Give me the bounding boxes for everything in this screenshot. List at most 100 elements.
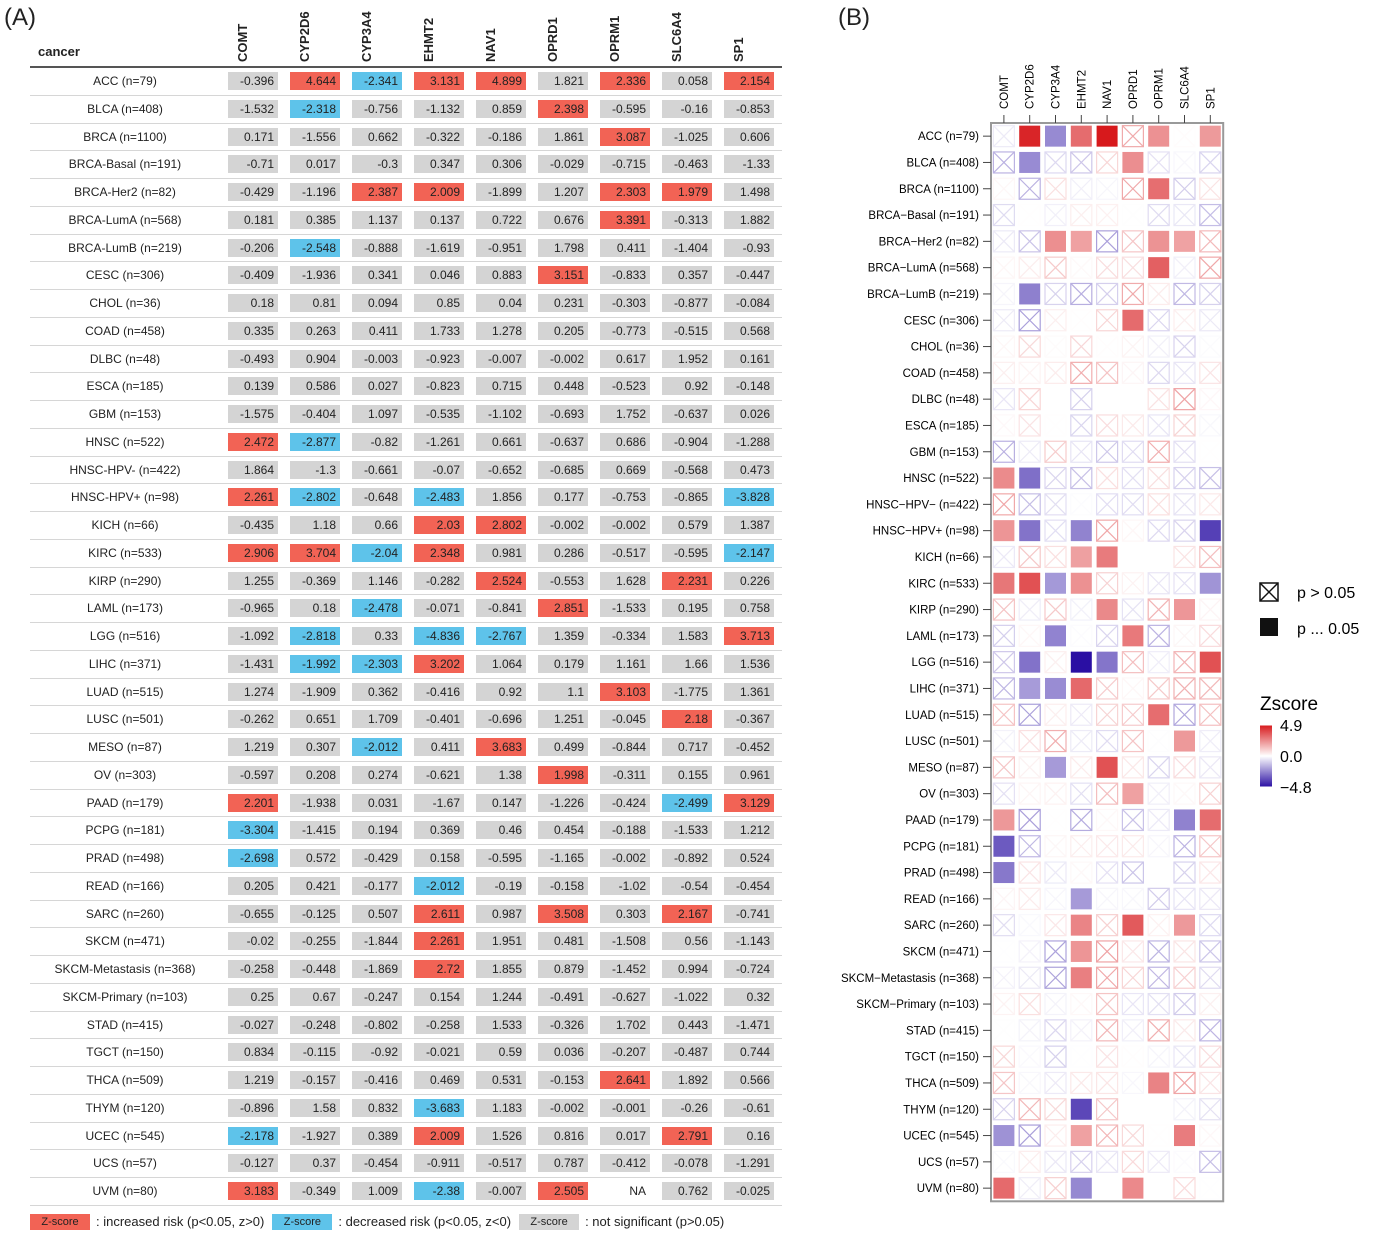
heatmap-cell-significant	[1148, 178, 1170, 200]
heatmap-row-label: LUSC (n=501)	[905, 736, 979, 748]
heatmap-cell-significant	[1070, 520, 1092, 542]
heatmap-cell-significant	[1070, 1177, 1092, 1199]
heatmap-cell-nonsignificant	[1199, 151, 1222, 174]
heatmap-cell-nonsignificant	[1096, 335, 1119, 358]
zscore-cell: -0.367	[724, 710, 774, 729]
zscore-cell: -0.841	[476, 599, 526, 618]
table-row: KIRC (n=533) 2.906 3.704 -2.04 2.348 0.981 0.2…	[30, 540, 782, 568]
zscore-cell: 2.802	[476, 516, 526, 534]
zscore-cell: -0.349	[290, 1182, 340, 1200]
heatmap-cell-nonsignificant	[1147, 1019, 1170, 1042]
zscore-cell: -2.303	[352, 654, 402, 673]
zscore-cell: 0.904	[290, 349, 340, 368]
zscore-cell: 1.009	[352, 1182, 402, 1200]
heatmap-cell-significant	[993, 1177, 1015, 1199]
row-label: PAAD (n=179)	[86, 795, 164, 810]
zscore-cell: -0.595	[600, 99, 650, 118]
zscore-cell: 0.661	[476, 432, 526, 451]
zscore-cell: 0.031	[352, 793, 402, 812]
zscore-cell: -0.157	[290, 1071, 340, 1089]
heatmap-cell-nonsignificant	[992, 729, 1015, 753]
heatmap-cell-nonsignificant	[1121, 861, 1144, 884]
heatmap-cell-nonsignificant	[1147, 361, 1170, 384]
table-row: THYM (n=120) -0.896 1.58 0.832 -3.683 1.183 -0…	[30, 1095, 782, 1123]
legend-label-ns: p > 0.05	[1297, 585, 1355, 602]
zscore-cell: -1.132	[414, 99, 464, 118]
heatmap-cell-nonsignificant	[1199, 887, 1222, 910]
zscore-cell: 0.231	[538, 294, 588, 312]
zscore-cell: 0.205	[538, 321, 588, 340]
zscore-cell: -0.597	[228, 765, 278, 784]
zscore-cell: -0.493	[228, 349, 278, 368]
heatmap-cell-nonsignificant	[992, 1150, 1015, 1173]
heatmap-cell-nonsignificant	[1199, 1071, 1222, 1095]
zscore-cell: -0.258	[414, 1015, 464, 1034]
zscore-cell: -0.823	[414, 377, 464, 396]
zscore-cell: -0.923	[414, 349, 464, 368]
heatmap-row-label: OV (n=303)	[919, 789, 979, 801]
heatmap-cell-nonsignificant	[1070, 1150, 1093, 1173]
zscore-cell: 0.987	[476, 904, 526, 923]
heatmap-cell-significant	[1148, 230, 1170, 252]
heatmap-cell-significant	[1070, 677, 1092, 699]
heatmap-row-label: READ (n=166)	[904, 894, 979, 906]
zscore-cell: 2.261	[414, 932, 464, 951]
heatmap-cell-nonsignificant	[992, 414, 1015, 437]
zscore-cell: -0.313	[662, 210, 712, 229]
zscore-cell: 1.207	[538, 183, 588, 201]
heatmap-cell-nonsignificant	[1096, 1045, 1119, 1068]
heatmap-row-label: SKCM (n=471)	[903, 946, 980, 958]
heatmap-cell-nonsignificant	[1096, 256, 1119, 279]
heatmap-cell-nonsignificant	[1199, 624, 1222, 647]
heatmap-cell-nonsignificant	[992, 125, 1015, 148]
zscore-cell: 1.359	[538, 627, 588, 645]
table-row: CHOL (n=36) 0.18 0.81 0.094 0.85 0.04 0.231 -0.…	[30, 290, 782, 318]
zscore-cell: -0.463	[662, 155, 712, 174]
zscore-cell: 1.251	[538, 710, 588, 729]
heatmap-row-label: KIRP (n=290)	[909, 605, 979, 617]
zscore-cell: -2.802	[290, 488, 340, 507]
zscore-table: cancer COMT CYP2D6 CYP3A4 EHMT2 NAV1 OPRD1 OPR…	[30, 0, 782, 1210]
zscore-cell: -1.02	[600, 876, 650, 895]
heatmap-cell-nonsignificant	[1044, 335, 1067, 358]
heatmap-cell-nonsignificant	[1147, 992, 1170, 1016]
row-label: STAD (n=415)	[86, 1017, 164, 1032]
row-label: MESO (n=87)	[88, 740, 162, 754]
heatmap-cell-nonsignificant	[1070, 361, 1093, 384]
heatmap-cell-nonsignificant	[1070, 992, 1093, 1016]
zscore-cell: -0.429	[228, 183, 278, 201]
heatmap-cell-nonsignificant	[1147, 808, 1170, 832]
heatmap-cell-nonsignificant	[1018, 1150, 1041, 1173]
colorbar-title: Zscore	[1260, 694, 1318, 715]
table-row: STAD (n=415) -0.027 -0.248 -0.802 -0.258 1.53…	[30, 1012, 782, 1040]
zscore-cell: 2.505	[538, 1182, 588, 1200]
heatmap-cell-nonsignificant	[1121, 1019, 1144, 1042]
zscore-cell: 3.183	[228, 1182, 278, 1200]
zscore-cell: 2.03	[414, 516, 464, 534]
zscore-cell: 0.787	[538, 1154, 588, 1173]
cancer-column-header: cancer	[38, 44, 80, 59]
heatmap-cell-nonsignificant	[1096, 677, 1119, 700]
heatmap-cell-significant	[1019, 651, 1041, 673]
zscore-cell: -0.753	[600, 488, 650, 507]
heatmap-row-label: BRCA−Her2 (n=82)	[879, 236, 980, 248]
heatmap-cell-nonsignificant	[1070, 1019, 1093, 1042]
table-row: KIRP (n=290) 1.255 -0.369 1.146 -0.282 2.524-…	[30, 568, 782, 596]
heatmap-cell-significant	[1096, 599, 1118, 621]
zscore-cell: 0.586	[290, 377, 340, 396]
zscore-cell: -0.448	[290, 960, 340, 978]
zscore-cell: -0.517	[600, 543, 650, 562]
zscore-cell: -0.71	[228, 155, 278, 174]
zscore-cell: -0.029	[538, 155, 588, 174]
heatmap-cell-nonsignificant	[1018, 992, 1041, 1016]
zscore-cell: -1.165	[538, 849, 588, 867]
heatmap-cell-nonsignificant	[992, 966, 1015, 989]
heatmap-cell-nonsignificant	[992, 1045, 1015, 1068]
heatmap-cell-nonsignificant	[992, 335, 1015, 358]
zscore-cell: 0.572	[290, 849, 340, 867]
heatmap-cell-nonsignificant	[1173, 440, 1196, 463]
zscore-cell: 0.335	[228, 321, 278, 340]
heatmap-row-label: BRCA−LumA (n=568)	[868, 263, 979, 275]
zscore-cell: 2.851	[538, 599, 588, 618]
zscore-cell: 2.201	[228, 793, 278, 812]
